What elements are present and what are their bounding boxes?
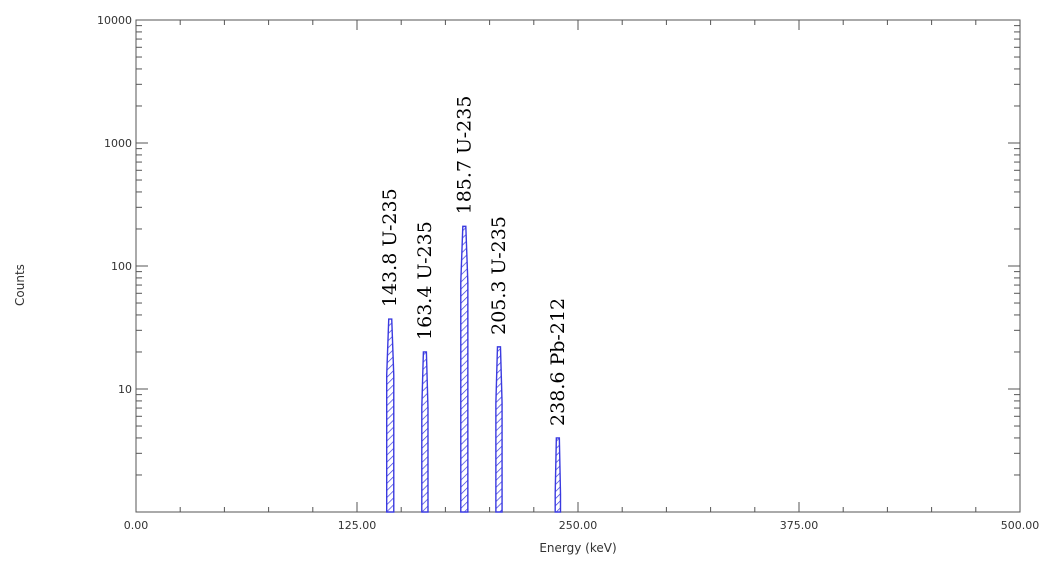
peak-shape: [460, 225, 469, 513]
y-tick-label: 1000: [104, 137, 132, 150]
plot-frame: [135, 19, 1021, 513]
peak-layer: [386, 225, 562, 513]
axis-ticks: 0.00 125.00 250.00 375.00 500.00 10 100 1000 100…: [97, 14, 1039, 532]
x-axis-label: Energy (keV): [539, 541, 616, 555]
label-layer: 143.8 U-235 163.4 U-235 185.7 U-235 205.3 U…: [379, 96, 569, 426]
peak-shape: [495, 346, 503, 513]
y-tick-label: 10: [118, 383, 132, 396]
peak-shape: [421, 351, 429, 513]
y-tick-label: 100: [111, 260, 132, 273]
peak-label: 185.7 U-235: [453, 96, 475, 215]
x-tick-label: 250.00: [559, 519, 598, 532]
x-tick-label: 375.00: [780, 519, 819, 532]
peak-label: 238.6 Pb-212: [547, 298, 569, 426]
peak-shape: [386, 318, 395, 513]
peak-label: 143.8 U-235: [379, 188, 401, 307]
peak-label: 205.3 U-235: [488, 216, 510, 335]
x-tick-label: 125.00: [338, 519, 377, 532]
y-tick-label: 10000: [97, 14, 132, 27]
x-tick-label: 0.00: [124, 519, 149, 532]
peak-shape: [554, 437, 562, 513]
x-tick-label: 500.00: [1001, 519, 1040, 532]
peak-label: 163.4 U-235: [414, 221, 436, 340]
y-axis-label: Counts: [13, 264, 27, 306]
